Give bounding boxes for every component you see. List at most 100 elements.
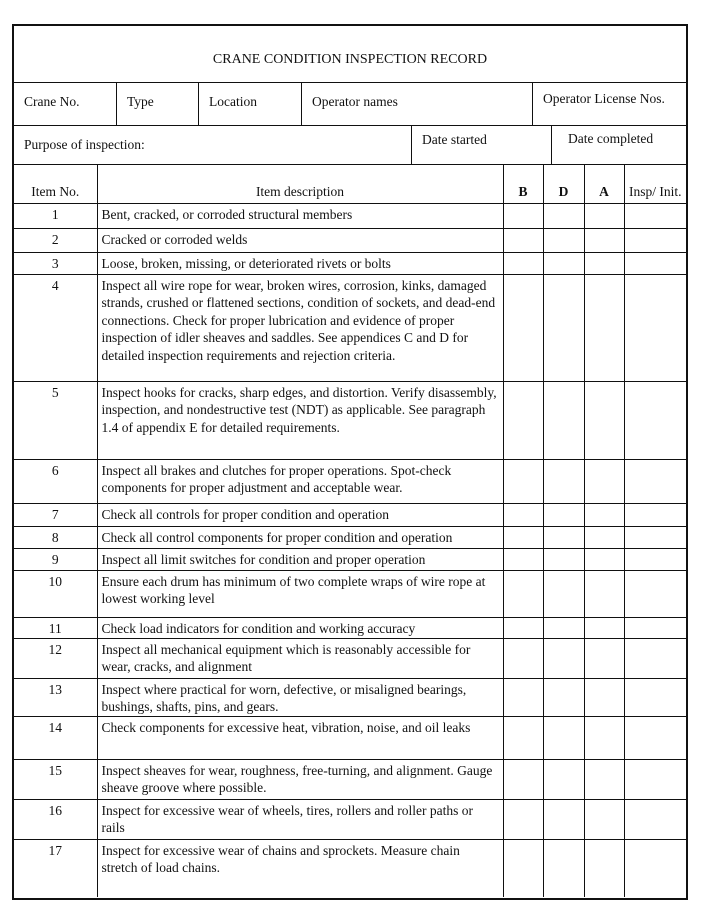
check-d[interactable] (542, 715, 585, 760)
check-b[interactable] (502, 616, 544, 639)
inspection-items-table: Item No. Item description B D A Insp/ In… (14, 165, 686, 897)
inspector-initials[interactable] (623, 525, 686, 549)
check-a[interactable] (583, 273, 625, 382)
check-a[interactable] (583, 251, 625, 275)
check-b[interactable] (502, 202, 544, 229)
table-row: 5 Inspect hooks for cracks, sharp edges,… (14, 380, 686, 460)
form-title: CRANE CONDITION INSPECTION RECORD (14, 26, 686, 83)
check-d[interactable] (542, 838, 585, 897)
check-a[interactable] (583, 758, 625, 800)
check-b[interactable] (502, 458, 544, 504)
check-b[interactable] (502, 838, 544, 897)
check-b[interactable] (502, 502, 544, 527)
table-row: 2 Cracked or corroded welds (14, 227, 686, 253)
check-b[interactable] (502, 569, 544, 618)
inspector-initials[interactable] (623, 715, 686, 760)
check-a[interactable] (583, 715, 625, 760)
item-description: Inspect all mechanical equipment which i… (96, 637, 504, 679)
inspector-initials[interactable] (623, 569, 686, 618)
check-d[interactable] (542, 525, 585, 549)
purpose-field[interactable]: Purpose of inspection: (14, 126, 412, 164)
check-a[interactable] (583, 616, 625, 639)
header-b: B (502, 165, 544, 204)
inspector-initials[interactable] (623, 458, 686, 504)
check-d[interactable] (542, 758, 585, 800)
check-d[interactable] (542, 458, 585, 504)
inspector-initials[interactable] (623, 202, 686, 229)
check-a[interactable] (583, 838, 625, 897)
check-a[interactable] (583, 502, 625, 527)
check-d[interactable] (542, 677, 585, 717)
inspector-initials[interactable] (623, 502, 686, 527)
inspector-initials[interactable] (623, 758, 686, 800)
check-d[interactable] (542, 251, 585, 275)
check-b[interactable] (502, 547, 544, 571)
check-a[interactable] (583, 202, 625, 229)
check-d[interactable] (542, 380, 585, 460)
check-d[interactable] (542, 502, 585, 527)
table-row: 6 Inspect all brakes and clutches for pr… (14, 458, 686, 504)
header-item-no: Item No. (14, 165, 98, 204)
location-field[interactable]: Location (199, 83, 302, 125)
inspector-initials[interactable] (623, 547, 686, 571)
check-a[interactable] (583, 637, 625, 679)
check-a[interactable] (583, 569, 625, 618)
check-d[interactable] (542, 569, 585, 618)
check-b[interactable] (502, 380, 544, 460)
inspection-form: CRANE CONDITION INSPECTION RECORD Crane … (12, 24, 688, 900)
item-number: 2 (14, 227, 98, 253)
check-d[interactable] (542, 798, 585, 840)
inspector-initials[interactable] (623, 380, 686, 460)
check-d[interactable] (542, 202, 585, 229)
check-b[interactable] (502, 637, 544, 679)
date-completed-field[interactable]: Date completed (568, 131, 654, 146)
check-b[interactable] (502, 227, 544, 253)
type-field[interactable]: Type (117, 83, 199, 125)
table-row: 17 Inspect for excessive wear of chains … (14, 838, 686, 897)
table-row: 9 Inspect all limit switches for conditi… (14, 547, 686, 571)
table-row: 10 Ensure each drum has minimum of two c… (14, 569, 686, 618)
item-number: 10 (14, 569, 98, 618)
inspector-initials[interactable] (623, 227, 686, 253)
check-b[interactable] (502, 525, 544, 549)
check-a[interactable] (583, 547, 625, 571)
table-row: 8 Check all control components for prope… (14, 525, 686, 549)
check-a[interactable] (583, 458, 625, 504)
table-header: Item No. Item description B D A Insp/ In… (14, 165, 686, 204)
inspector-initials[interactable] (623, 251, 686, 275)
info-row-crane: Crane No. Type Location Operator names O… (14, 83, 686, 126)
item-description: Inspect all wire rope for wear, broken w… (96, 273, 504, 382)
check-d[interactable] (542, 547, 585, 571)
check-b[interactable] (502, 798, 544, 840)
date-started-field[interactable]: Date started (412, 126, 552, 164)
item-number: 9 (14, 547, 98, 571)
inspector-initials[interactable] (623, 677, 686, 717)
check-d[interactable] (542, 637, 585, 679)
check-a[interactable] (583, 380, 625, 460)
item-number: 17 (14, 838, 98, 897)
check-a[interactable] (583, 525, 625, 549)
check-b[interactable] (502, 715, 544, 760)
table-row: 3 Loose, broken, missing, or deteriorate… (14, 251, 686, 275)
check-a[interactable] (583, 227, 625, 253)
inspector-initials[interactable] (623, 616, 686, 639)
inspector-initials[interactable] (623, 273, 686, 382)
inspector-initials[interactable] (623, 838, 686, 897)
inspector-initials[interactable] (623, 637, 686, 679)
check-d[interactable] (542, 616, 585, 639)
info-row-purpose: Purpose of inspection: Date started Date… (14, 126, 686, 165)
item-description: Inspect sheaves for wear, roughness, fre… (96, 758, 504, 800)
check-a[interactable] (583, 677, 625, 717)
check-b[interactable] (502, 273, 544, 382)
check-d[interactable] (542, 273, 585, 382)
operator-license-field[interactable]: Operator License Nos. (543, 91, 665, 106)
item-description: Cracked or corroded welds (96, 227, 504, 253)
check-b[interactable] (502, 758, 544, 800)
crane-no-field[interactable]: Crane No. (14, 83, 117, 125)
operator-names-field[interactable]: Operator names (302, 83, 533, 125)
check-b[interactable] (502, 251, 544, 275)
check-a[interactable] (583, 798, 625, 840)
check-d[interactable] (542, 227, 585, 253)
inspector-initials[interactable] (623, 798, 686, 840)
check-b[interactable] (502, 677, 544, 717)
